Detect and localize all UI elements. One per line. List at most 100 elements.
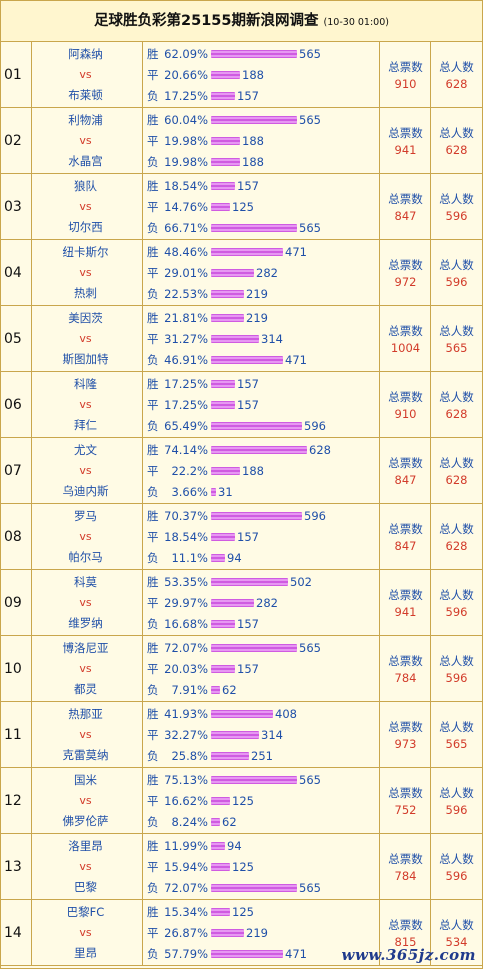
total-people-label: 总人数	[439, 851, 474, 866]
vote-count: 31	[218, 484, 233, 499]
total-people: 总人数 596	[431, 570, 482, 635]
home-team[interactable]: 美因茨	[68, 311, 103, 325]
vs-label[interactable]: vs	[79, 134, 92, 147]
vs-label[interactable]: vs	[79, 530, 92, 543]
vote-line: 负 8.24% 62	[147, 813, 379, 831]
total-people-label: 总人数	[439, 455, 474, 470]
home-team[interactable]: 利物浦	[68, 113, 103, 127]
vote-count: 596	[304, 418, 326, 433]
match-row: 02 利物浦 vs 水晶宫 胜 60.04% 565 平 19.98% 188 负 19.98% 188…	[1, 108, 482, 174]
total-people-value: 628	[445, 406, 468, 421]
total-people-label: 总人数	[439, 323, 474, 338]
vs-label[interactable]: vs	[79, 68, 92, 81]
home-team[interactable]: 阿森纳	[68, 47, 103, 61]
vs-label[interactable]: vs	[79, 728, 92, 741]
total-people-label: 总人数	[439, 521, 474, 536]
away-team[interactable]: 克雷莫纳	[62, 748, 109, 762]
home-team[interactable]: 热那亚	[68, 707, 103, 721]
vote-percent: 20.03%	[164, 661, 208, 676]
match-number: 04	[1, 240, 32, 305]
vote-line: 平 15.94% 125	[147, 858, 379, 876]
total-tickets-value: 784	[394, 868, 417, 883]
vote-count: 314	[261, 331, 283, 346]
vote-count: 188	[242, 133, 264, 148]
vs-label[interactable]: vs	[79, 596, 92, 609]
vote-count: 565	[299, 220, 321, 235]
vote-line: 负 3.66% 31	[147, 483, 379, 501]
away-team[interactable]: 布莱顿	[68, 88, 103, 102]
away-team[interactable]: 乌迪内斯	[62, 484, 109, 498]
away-team[interactable]: 巴黎	[74, 880, 97, 894]
vs-label[interactable]: vs	[79, 200, 92, 213]
result-label: 胜	[147, 376, 159, 391]
result-label: 胜	[147, 178, 159, 193]
match-teams: 狼队 vs 切尔西	[29, 174, 143, 239]
away-team[interactable]: 水晶宫	[68, 154, 103, 168]
result-label: 负	[147, 748, 159, 763]
away-team[interactable]: 都灵	[74, 682, 97, 696]
vote-percent: 57.79%	[164, 946, 208, 961]
vote-count: 157	[237, 529, 259, 544]
total-tickets: 总票数 847	[381, 504, 431, 569]
vote-bar	[211, 91, 235, 100]
result-label: 胜	[147, 244, 159, 259]
vote-percent: 74.14%	[164, 442, 208, 457]
total-people-value: 628	[445, 472, 468, 487]
vs-label[interactable]: vs	[79, 398, 92, 411]
match-row: 09 科莫 vs 维罗纳 胜 53.35% 502 平 29.97% 282 负 16.68% 157 总…	[1, 570, 482, 636]
vs-label[interactable]: vs	[79, 266, 92, 279]
match-number: 09	[1, 570, 32, 635]
vs-label[interactable]: vs	[79, 860, 92, 873]
vote-count: 471	[285, 946, 307, 961]
vote-percent: 46.91%	[164, 352, 208, 367]
home-team[interactable]: 狼队	[74, 179, 97, 193]
home-team[interactable]: 巴黎FC	[66, 905, 105, 919]
away-team[interactable]: 里昂	[74, 946, 97, 960]
vote-distribution: 胜 21.81% 219 平 31.27% 314 负 46.91% 471	[144, 306, 380, 371]
home-team[interactable]: 国米	[74, 773, 97, 787]
vote-percent: 72.07%	[164, 640, 208, 655]
match-teams: 洛里昂 vs 巴黎	[29, 834, 143, 899]
vs-label[interactable]: vs	[79, 662, 92, 675]
vs-label[interactable]: vs	[79, 926, 92, 939]
away-team[interactable]: 斯图加特	[62, 352, 109, 366]
vote-line: 负 57.79% 471	[147, 945, 379, 963]
vote-percent: 60.04%	[164, 112, 208, 127]
home-team[interactable]: 博洛尼亚	[62, 641, 109, 655]
home-team[interactable]: 科莫	[74, 575, 97, 589]
vote-count: 188	[242, 67, 264, 82]
vote-percent: 26.87%	[164, 925, 208, 940]
home-team[interactable]: 洛里昂	[68, 839, 103, 853]
vs-label[interactable]: vs	[79, 332, 92, 345]
away-team[interactable]: 维罗纳	[68, 616, 103, 630]
vote-percent: 62.09%	[164, 46, 208, 61]
away-team[interactable]: 切尔西	[68, 220, 103, 234]
vote-distribution: 胜 75.13% 565 平 16.62% 125 负 8.24% 62	[144, 768, 380, 833]
total-people-value: 596	[445, 274, 468, 289]
vote-line: 平 32.27% 314	[147, 726, 379, 744]
vote-bar	[211, 268, 254, 277]
match-number: 14	[1, 900, 32, 965]
vote-line: 胜 70.37% 596	[147, 507, 379, 525]
vote-percent: 17.25%	[164, 376, 208, 391]
home-team[interactable]: 科隆	[74, 377, 97, 391]
away-team[interactable]: 帕尔马	[68, 550, 103, 564]
vote-percent: 8.24%	[171, 814, 208, 829]
away-team[interactable]: 拜仁	[74, 418, 97, 432]
total-tickets-value: 941	[394, 142, 417, 157]
vote-bar	[211, 796, 230, 805]
away-team[interactable]: 佛罗伦萨	[62, 814, 109, 828]
home-team[interactable]: 罗马	[74, 509, 97, 523]
total-tickets-value: 910	[394, 406, 417, 421]
vote-bar	[211, 709, 273, 718]
away-team[interactable]: 热刺	[74, 286, 97, 300]
vote-line: 胜 62.09% 565	[147, 45, 379, 63]
home-team[interactable]: 纽卡斯尔	[62, 245, 109, 259]
total-people: 总人数 565	[431, 306, 482, 371]
vote-count: 628	[309, 442, 331, 457]
vs-label[interactable]: vs	[79, 464, 92, 477]
result-label: 平	[147, 199, 159, 214]
home-team[interactable]: 尤文	[74, 443, 97, 457]
vs-label[interactable]: vs	[79, 794, 92, 807]
total-tickets: 总票数 910	[381, 372, 431, 437]
